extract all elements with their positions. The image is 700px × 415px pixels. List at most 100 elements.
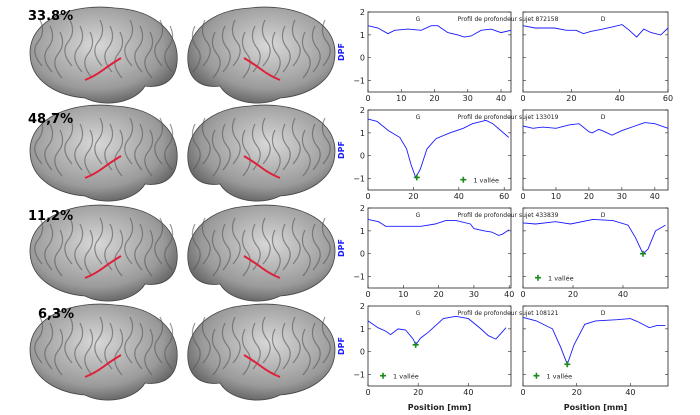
y-tick-label: 2	[360, 302, 365, 311]
depth-profile-line	[367, 315, 507, 346]
gyrus-fold	[84, 229, 94, 277]
x-tick-label: 40	[625, 388, 635, 397]
x-tick-label: 0	[365, 192, 370, 201]
brain-hemisphere	[29, 104, 178, 202]
x-tick-label: 20	[584, 192, 594, 201]
gyrus-fold	[231, 316, 241, 364]
gyrus-fold	[154, 316, 164, 364]
valley-marker	[412, 341, 419, 348]
brain-hemisphere	[187, 204, 336, 302]
x-tick-label: 20	[429, 94, 439, 103]
brain-hemisphere	[29, 6, 178, 104]
gyrus-fold	[201, 117, 211, 165]
brain-hemisphere	[187, 303, 336, 401]
brain-row-3-left	[29, 204, 178, 302]
valley-marker	[640, 250, 646, 257]
subplot-title: Profil de profondeur sujet 108121	[458, 310, 559, 317]
depth-profile-line	[522, 316, 666, 366]
gyrus-fold	[74, 25, 84, 73]
y-tick-label: 0	[360, 348, 365, 357]
gyrus-fold	[301, 31, 311, 79]
gyrus-fold	[221, 123, 231, 171]
gyrus-fold	[321, 316, 331, 364]
gyrus-fold	[54, 129, 64, 177]
x-tick-label: 40	[496, 94, 506, 103]
depth-profile-line	[522, 122, 669, 136]
gyrus-fold	[84, 328, 94, 376]
y-tick-label: −1	[353, 273, 365, 282]
gyrus-fold	[211, 229, 221, 277]
x-tick-label: 0	[520, 290, 525, 299]
depth-profile-line	[522, 24, 669, 38]
brain-hemisphere	[187, 6, 336, 104]
brain-row-2-left	[29, 104, 178, 202]
gyrus-fold	[261, 217, 271, 265]
legend-label: 1 vallée	[393, 373, 419, 381]
x-tick-label: 10	[398, 290, 408, 299]
x-axis-label: Position [mm]	[564, 403, 627, 412]
y-tick-label: 2	[360, 204, 365, 213]
gyrus-fold	[144, 31, 154, 79]
gyrus-fold	[124, 217, 134, 265]
gyrus-fold	[54, 328, 64, 376]
subplot-title: Profil de profondeur sujet 133019	[458, 114, 559, 121]
gyrus-fold	[311, 123, 321, 171]
y-axis-label: DPF	[337, 141, 346, 159]
gyrus-fold	[114, 229, 124, 277]
gyrus-fold	[104, 223, 114, 271]
gyrus-fold	[261, 316, 271, 364]
x-tick-label: 30	[469, 290, 479, 299]
gyrus-fold	[34, 316, 44, 364]
brain-row-4-left	[29, 303, 178, 401]
gyrus-fold	[291, 19, 301, 67]
gyrus-fold	[251, 322, 261, 370]
gyrus-fold	[301, 328, 311, 376]
y-tick-label: 2	[360, 106, 365, 115]
gyrus-fold	[271, 31, 281, 79]
x-tick-label: 40	[454, 192, 464, 201]
hemisphere-label: G	[416, 310, 421, 317]
y-tick-label: 2	[360, 8, 365, 17]
gyrus-fold	[154, 117, 164, 165]
x-tick-label: 40	[618, 290, 628, 299]
gyrus-fold	[44, 223, 54, 271]
sulcus-highlight	[243, 57, 281, 81]
y-tick-label: 1	[360, 227, 365, 236]
x-tick-label: 0	[365, 388, 370, 397]
gyrus-fold	[144, 328, 154, 376]
y-axis-label: DPF	[337, 337, 346, 355]
gyrus-fold	[241, 229, 251, 277]
y-axis-label: DPF	[337, 43, 346, 61]
brain-row-3-right	[187, 204, 336, 302]
gyrus-fold	[124, 19, 134, 67]
x-tick-label: 10	[551, 192, 561, 201]
gyrus-fold	[54, 229, 64, 277]
gyrus-fold	[321, 217, 331, 265]
x-axis-label: Position [mm]	[408, 403, 471, 412]
gyrus-fold	[74, 123, 84, 171]
gyrus-fold	[104, 123, 114, 171]
axes-frame	[367, 109, 512, 191]
gyrus-fold	[94, 19, 104, 67]
gyrus-fold	[154, 19, 164, 67]
legend-label: 1 vallée	[546, 373, 572, 381]
gyrus-fold	[321, 117, 331, 165]
gyrus-fold	[74, 223, 84, 271]
gyrus-fold	[221, 322, 231, 370]
y-tick-label: 0	[360, 152, 365, 161]
gyrus-fold	[191, 25, 201, 73]
gyrus-fold	[191, 123, 201, 171]
gyrus-fold	[261, 117, 271, 165]
legend-marker	[460, 176, 467, 183]
hemisphere-label: G	[416, 212, 421, 219]
legend-marker	[380, 372, 387, 379]
gyrus-fold	[44, 25, 54, 73]
sulcus-highlight	[84, 57, 122, 81]
gyrus-fold	[311, 223, 321, 271]
sulcus-highlight	[243, 155, 281, 179]
percentage-row-2: 48,7%	[28, 112, 74, 127]
x-tick-label: 60	[499, 192, 509, 201]
gyrus-fold	[104, 25, 114, 73]
